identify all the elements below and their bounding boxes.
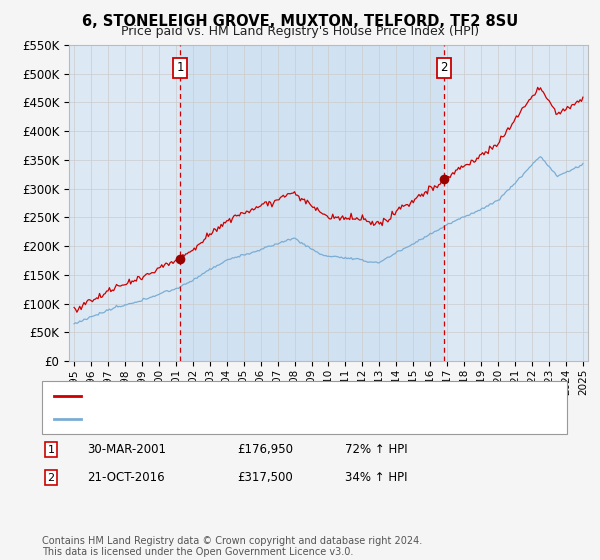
Text: HPI: Average price, detached house, Telford and Wrekin: HPI: Average price, detached house, Telf… bbox=[87, 414, 397, 424]
Text: 6, STONELEIGH GROVE, MUXTON, TELFORD, TF2 8SU (detached house): 6, STONELEIGH GROVE, MUXTON, TELFORD, TF… bbox=[87, 391, 485, 401]
Text: 1: 1 bbox=[176, 61, 184, 74]
Text: £317,500: £317,500 bbox=[237, 471, 293, 484]
Text: 30-MAR-2001: 30-MAR-2001 bbox=[87, 443, 166, 456]
Text: 2: 2 bbox=[47, 473, 55, 483]
Text: 2: 2 bbox=[440, 61, 448, 74]
Text: 34% ↑ HPI: 34% ↑ HPI bbox=[345, 471, 407, 484]
Text: 72% ↑ HPI: 72% ↑ HPI bbox=[345, 443, 407, 456]
Text: 6, STONELEIGH GROVE, MUXTON, TELFORD, TF2 8SU: 6, STONELEIGH GROVE, MUXTON, TELFORD, TF… bbox=[82, 14, 518, 29]
Text: £176,950: £176,950 bbox=[237, 443, 293, 456]
Bar bbox=[180, 45, 444, 361]
Text: Price paid vs. HM Land Registry's House Price Index (HPI): Price paid vs. HM Land Registry's House … bbox=[121, 25, 479, 38]
Text: 1: 1 bbox=[47, 445, 55, 455]
Text: Contains HM Land Registry data © Crown copyright and database right 2024.
This d: Contains HM Land Registry data © Crown c… bbox=[42, 535, 422, 557]
Text: 21-OCT-2016: 21-OCT-2016 bbox=[87, 471, 164, 484]
